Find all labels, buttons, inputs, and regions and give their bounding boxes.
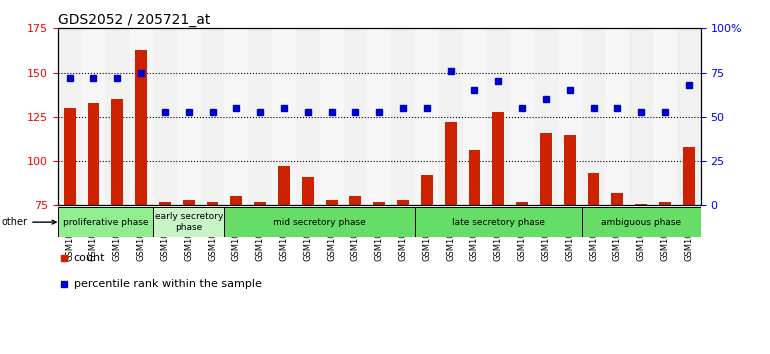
Bar — [588, 173, 600, 205]
Bar — [230, 196, 243, 205]
Bar — [581, 28, 605, 205]
Bar — [683, 147, 695, 205]
Bar — [201, 28, 224, 205]
Bar — [224, 28, 248, 205]
Bar — [129, 28, 153, 205]
Bar — [64, 108, 75, 205]
Bar — [629, 28, 653, 205]
Bar — [534, 28, 557, 205]
Bar — [445, 122, 457, 205]
Bar — [659, 202, 671, 205]
Bar — [58, 207, 153, 237]
Bar — [82, 28, 105, 205]
Bar — [391, 28, 415, 205]
Bar — [557, 28, 581, 205]
Bar — [677, 28, 701, 205]
Bar — [177, 28, 201, 205]
Text: ambiguous phase: ambiguous phase — [601, 218, 681, 227]
Bar — [367, 28, 391, 205]
Bar — [540, 133, 552, 205]
Text: percentile rank within the sample: percentile rank within the sample — [74, 279, 262, 289]
Bar — [320, 28, 343, 205]
Bar — [112, 99, 123, 205]
Bar — [296, 28, 320, 205]
Bar — [206, 202, 219, 205]
Bar — [421, 175, 433, 205]
Bar — [611, 193, 623, 205]
Bar — [581, 207, 701, 237]
Bar — [373, 202, 385, 205]
Bar — [302, 177, 313, 205]
Bar — [136, 50, 147, 205]
Bar — [88, 103, 99, 205]
Bar — [463, 28, 487, 205]
Bar — [153, 207, 224, 237]
Text: proliferative phase: proliferative phase — [62, 218, 148, 227]
Bar — [415, 28, 439, 205]
Text: other: other — [2, 217, 56, 227]
Bar — [153, 28, 177, 205]
Bar — [635, 204, 647, 205]
Bar — [105, 28, 129, 205]
Bar — [248, 28, 272, 205]
Bar — [224, 207, 415, 237]
Bar — [343, 28, 367, 205]
Bar — [511, 28, 534, 205]
Bar — [326, 200, 337, 205]
Text: late secretory phase: late secretory phase — [452, 218, 545, 227]
Bar — [182, 200, 195, 205]
Bar — [350, 196, 361, 205]
Bar — [58, 28, 82, 205]
Bar — [468, 150, 480, 205]
Bar — [397, 200, 409, 205]
Bar — [605, 28, 629, 205]
Bar — [272, 28, 296, 205]
Text: count: count — [74, 252, 105, 263]
Bar — [278, 166, 290, 205]
Bar — [254, 202, 266, 205]
Bar — [159, 202, 171, 205]
Text: early secretory
phase: early secretory phase — [155, 212, 223, 232]
Bar — [516, 202, 528, 205]
Bar — [653, 28, 677, 205]
Text: mid secretory phase: mid secretory phase — [273, 218, 366, 227]
Bar — [439, 28, 463, 205]
Bar — [487, 28, 511, 205]
Bar — [415, 207, 581, 237]
Bar — [492, 112, 504, 205]
Bar — [564, 135, 576, 205]
Text: GDS2052 / 205721_at: GDS2052 / 205721_at — [58, 13, 210, 27]
